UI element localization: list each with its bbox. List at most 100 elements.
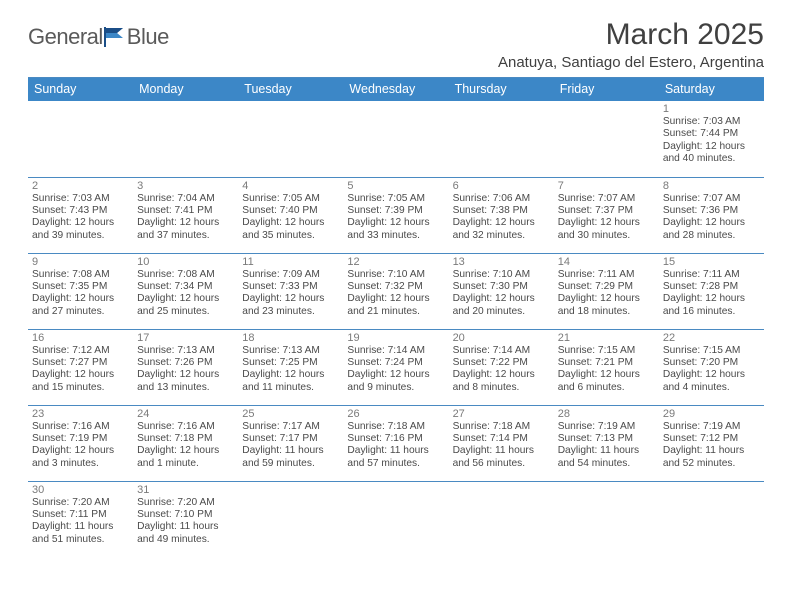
- entry-line: Daylight: 12 hours: [242, 369, 339, 381]
- day-entry: Sunrise: 7:13 AMSunset: 7:26 PMDaylight:…: [137, 345, 234, 395]
- entry-line: Sunrise: 7:11 AM: [558, 269, 655, 281]
- entry-line: Daylight: 12 hours: [137, 293, 234, 305]
- entry-line: Sunset: 7:19 PM: [32, 433, 129, 445]
- brand-part1: General: [28, 24, 103, 49]
- entry-line: Daylight: 12 hours: [663, 217, 760, 229]
- day-number: 6: [453, 178, 550, 193]
- day-entry: Sunrise: 7:03 AMSunset: 7:43 PMDaylight:…: [32, 193, 129, 243]
- calendar-day-empty: [238, 481, 343, 557]
- entry-line: Sunrise: 7:19 AM: [663, 421, 760, 433]
- location: Anatuya, Santiago del Estero, Argentina: [498, 54, 764, 71]
- day-entry: Sunrise: 7:07 AMSunset: 7:37 PMDaylight:…: [558, 193, 655, 243]
- entry-line: Daylight: 11 hours: [137, 521, 234, 533]
- entry-line: Daylight: 12 hours: [663, 141, 760, 153]
- entry-line: Sunset: 7:37 PM: [558, 205, 655, 217]
- day-header: Sunday: [28, 78, 133, 101]
- entry-line: and 20 minutes.: [453, 306, 550, 318]
- day-number: 28: [558, 406, 655, 421]
- day-entry: Sunrise: 7:19 AMSunset: 7:12 PMDaylight:…: [663, 421, 760, 471]
- entry-line: Sunset: 7:20 PM: [663, 357, 760, 369]
- day-number: 11: [242, 254, 339, 269]
- entry-line: and 49 minutes.: [137, 534, 234, 546]
- entry-line: Sunrise: 7:03 AM: [32, 193, 129, 205]
- entry-line: Sunset: 7:44 PM: [663, 128, 760, 140]
- entry-line: Sunrise: 7:03 AM: [663, 116, 760, 128]
- entry-line: and 16 minutes.: [663, 306, 760, 318]
- entry-line: Daylight: 12 hours: [137, 445, 234, 457]
- calendar-day: 11Sunrise: 7:09 AMSunset: 7:33 PMDayligh…: [238, 253, 343, 329]
- calendar-day-empty: [343, 481, 448, 557]
- day-number: 17: [137, 330, 234, 345]
- entry-line: Sunrise: 7:10 AM: [453, 269, 550, 281]
- calendar-day-empty: [28, 101, 133, 177]
- entry-line: and 9 minutes.: [347, 382, 444, 394]
- calendar-day: 28Sunrise: 7:19 AMSunset: 7:13 PMDayligh…: [554, 405, 659, 481]
- entry-line: and 59 minutes.: [242, 458, 339, 470]
- day-entry: Sunrise: 7:18 AMSunset: 7:16 PMDaylight:…: [347, 421, 444, 471]
- entry-line: Sunrise: 7:10 AM: [347, 269, 444, 281]
- flag-icon: [103, 26, 129, 48]
- day-entry: Sunrise: 7:11 AMSunset: 7:28 PMDaylight:…: [663, 269, 760, 319]
- day-number: 8: [663, 178, 760, 193]
- entry-line: Daylight: 12 hours: [32, 445, 129, 457]
- entry-line: Daylight: 11 hours: [347, 445, 444, 457]
- day-entry: Sunrise: 7:10 AMSunset: 7:30 PMDaylight:…: [453, 269, 550, 319]
- day-number: 30: [32, 482, 129, 497]
- entry-line: and 3 minutes.: [32, 458, 129, 470]
- entry-line: Sunset: 7:14 PM: [453, 433, 550, 445]
- day-entry: Sunrise: 7:04 AMSunset: 7:41 PMDaylight:…: [137, 193, 234, 243]
- entry-line: Daylight: 12 hours: [32, 217, 129, 229]
- entry-line: and 11 minutes.: [242, 382, 339, 394]
- entry-line: Daylight: 12 hours: [242, 293, 339, 305]
- calendar-day: 21Sunrise: 7:15 AMSunset: 7:21 PMDayligh…: [554, 329, 659, 405]
- brand-text: General: [28, 24, 103, 50]
- day-entry: Sunrise: 7:15 AMSunset: 7:20 PMDaylight:…: [663, 345, 760, 395]
- entry-line: Sunset: 7:21 PM: [558, 357, 655, 369]
- entry-line: Daylight: 11 hours: [242, 445, 339, 457]
- calendar-day: 16Sunrise: 7:12 AMSunset: 7:27 PMDayligh…: [28, 329, 133, 405]
- entry-line: Daylight: 12 hours: [453, 217, 550, 229]
- calendar-day: 14Sunrise: 7:11 AMSunset: 7:29 PMDayligh…: [554, 253, 659, 329]
- entry-line: Daylight: 12 hours: [663, 369, 760, 381]
- calendar-day: 22Sunrise: 7:15 AMSunset: 7:20 PMDayligh…: [659, 329, 764, 405]
- calendar-day-empty: [659, 481, 764, 557]
- entry-line: Sunset: 7:33 PM: [242, 281, 339, 293]
- title-block: March 2025 Anatuya, Santiago del Estero,…: [498, 18, 764, 71]
- calendar-day: 17Sunrise: 7:13 AMSunset: 7:26 PMDayligh…: [133, 329, 238, 405]
- entry-line: Sunrise: 7:18 AM: [347, 421, 444, 433]
- entry-line: Sunrise: 7:12 AM: [32, 345, 129, 357]
- entry-line: Sunrise: 7:11 AM: [663, 269, 760, 281]
- day-header: Thursday: [449, 78, 554, 101]
- day-number: 5: [347, 178, 444, 193]
- day-number: 23: [32, 406, 129, 421]
- entry-line: and 32 minutes.: [453, 230, 550, 242]
- entry-line: Sunrise: 7:20 AM: [137, 497, 234, 509]
- entry-line: Sunset: 7:36 PM: [663, 205, 760, 217]
- entry-line: Sunset: 7:10 PM: [137, 509, 234, 521]
- entry-line: Sunrise: 7:18 AM: [453, 421, 550, 433]
- entry-line: Daylight: 12 hours: [347, 369, 444, 381]
- entry-line: Sunrise: 7:15 AM: [663, 345, 760, 357]
- entry-line: and 35 minutes.: [242, 230, 339, 242]
- calendar-day: 12Sunrise: 7:10 AMSunset: 7:32 PMDayligh…: [343, 253, 448, 329]
- entry-line: Daylight: 12 hours: [137, 369, 234, 381]
- day-entry: Sunrise: 7:08 AMSunset: 7:34 PMDaylight:…: [137, 269, 234, 319]
- calendar-day: 25Sunrise: 7:17 AMSunset: 7:17 PMDayligh…: [238, 405, 343, 481]
- entry-line: Sunset: 7:25 PM: [242, 357, 339, 369]
- entry-line: Sunrise: 7:14 AM: [347, 345, 444, 357]
- day-entry: Sunrise: 7:03 AMSunset: 7:44 PMDaylight:…: [663, 116, 760, 166]
- entry-line: Sunrise: 7:05 AM: [347, 193, 444, 205]
- entry-line: Sunrise: 7:20 AM: [32, 497, 129, 509]
- entry-line: Sunrise: 7:07 AM: [663, 193, 760, 205]
- entry-line: Sunset: 7:38 PM: [453, 205, 550, 217]
- day-entry: Sunrise: 7:16 AMSunset: 7:18 PMDaylight:…: [137, 421, 234, 471]
- entry-line: and 28 minutes.: [663, 230, 760, 242]
- entry-line: Sunset: 7:22 PM: [453, 357, 550, 369]
- calendar-day-empty: [238, 101, 343, 177]
- entry-line: Sunrise: 7:13 AM: [242, 345, 339, 357]
- day-number: 3: [137, 178, 234, 193]
- day-entry: Sunrise: 7:08 AMSunset: 7:35 PMDaylight:…: [32, 269, 129, 319]
- entry-line: Sunset: 7:24 PM: [347, 357, 444, 369]
- entry-line: and 18 minutes.: [558, 306, 655, 318]
- entry-line: Sunrise: 7:14 AM: [453, 345, 550, 357]
